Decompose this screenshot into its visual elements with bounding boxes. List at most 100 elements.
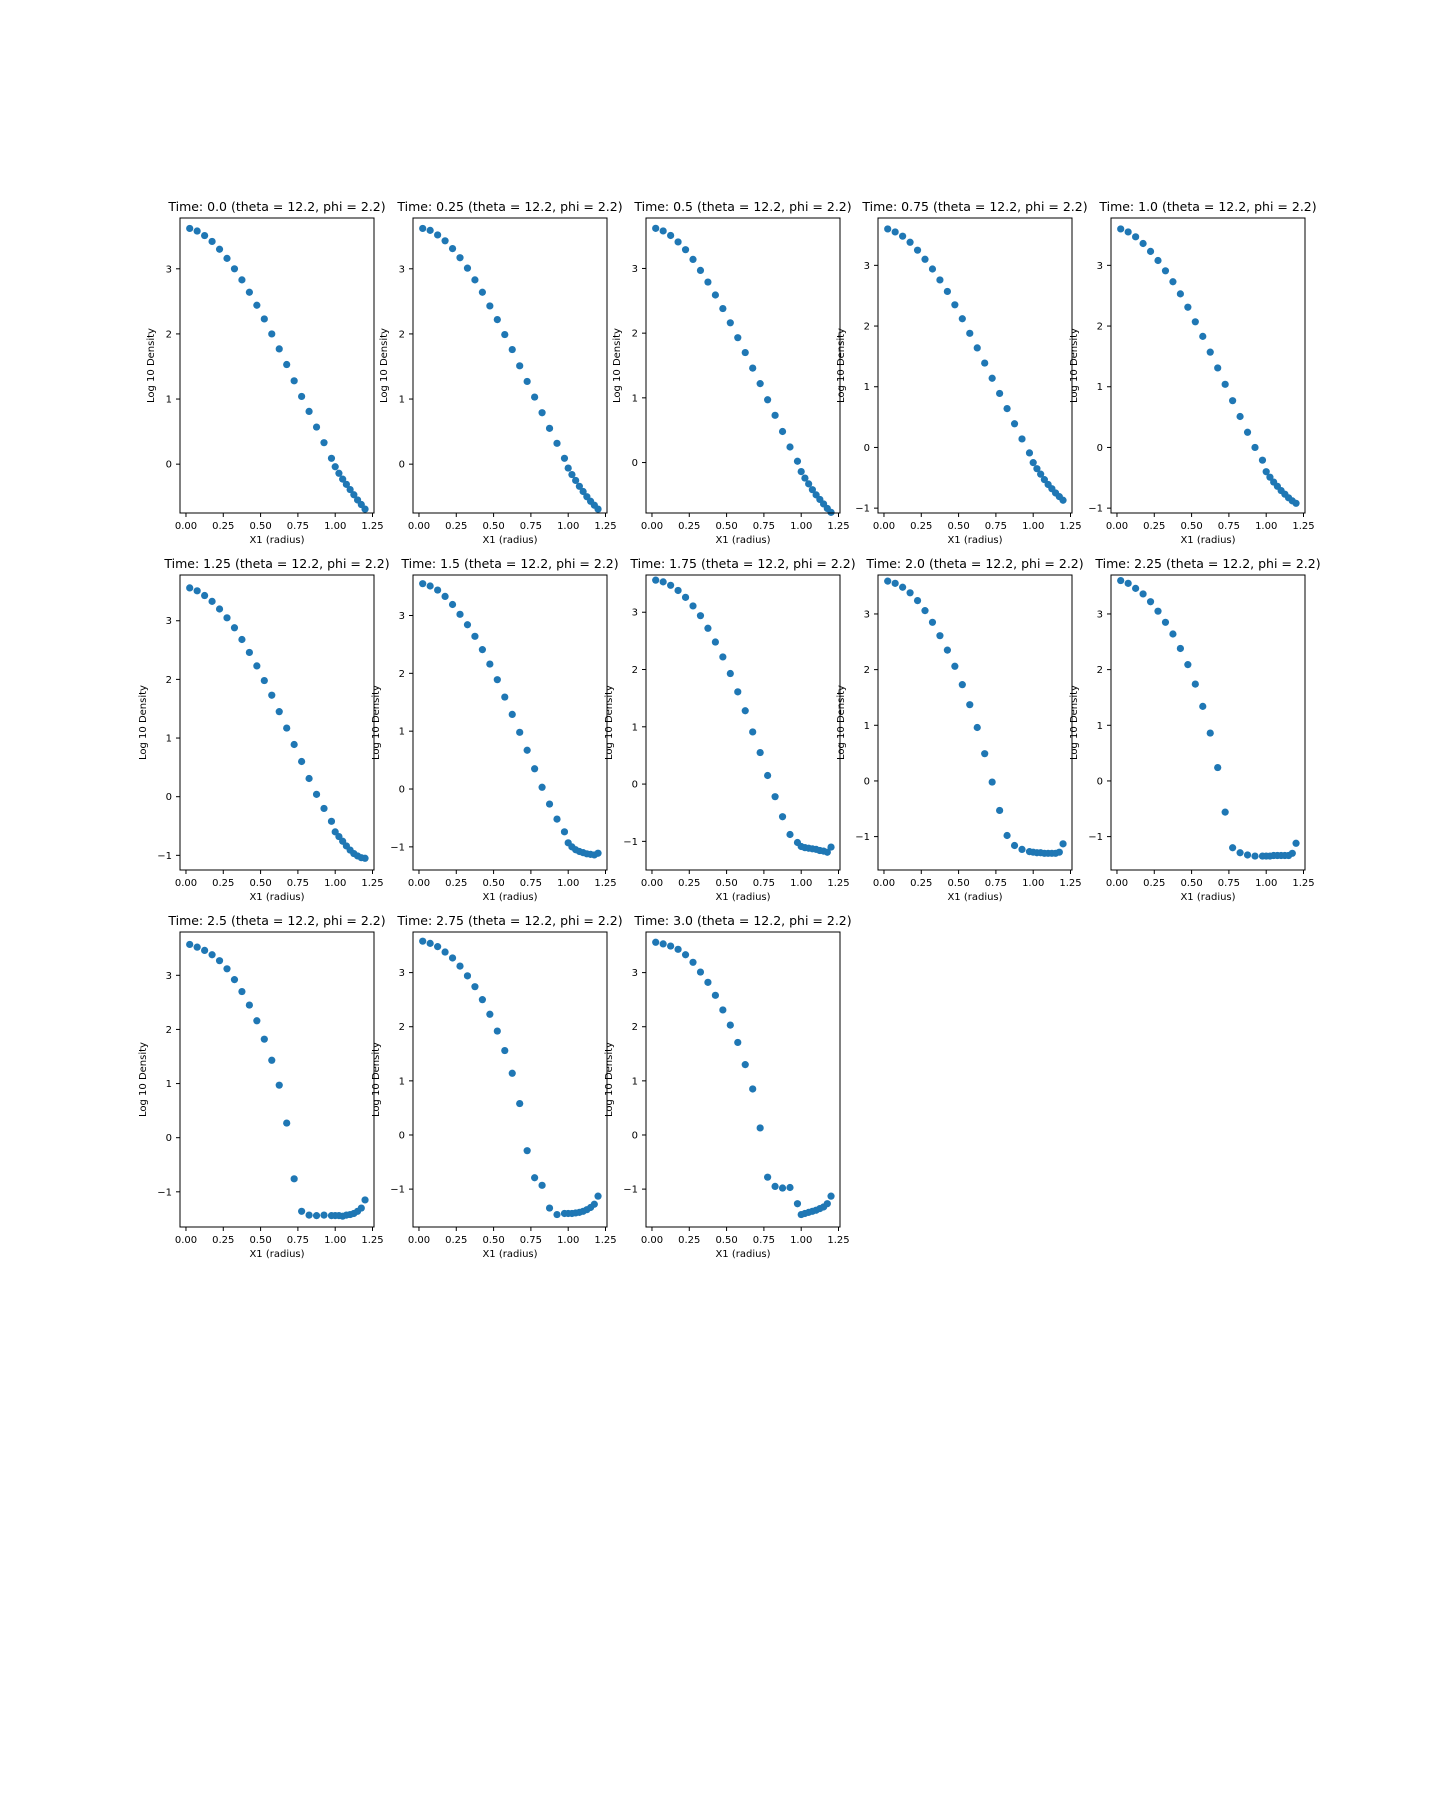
data-point <box>681 246 690 254</box>
data-point <box>921 607 929 615</box>
x-axis-label: X1 (radius) <box>715 892 770 903</box>
y-tick-label: 3 <box>632 264 638 275</box>
data-point <box>756 380 764 388</box>
data-point <box>594 1192 602 1200</box>
x-tick-label: 0.00 <box>873 878 895 889</box>
data-point <box>501 330 509 339</box>
data-point <box>193 943 201 951</box>
x-tick-label: 0.25 <box>445 1235 467 1246</box>
data-point <box>320 804 328 813</box>
data-point <box>1033 465 1041 473</box>
data-point <box>1214 763 1222 772</box>
y-tick-label: 0 <box>166 1133 172 1144</box>
data-point <box>215 957 224 965</box>
data-point <box>689 255 697 264</box>
x-tick-label: 0.25 <box>678 878 700 889</box>
x-tick-label: 1.25 <box>827 1235 849 1246</box>
axes-frame <box>877 217 1073 514</box>
data-point <box>1176 644 1184 653</box>
y-tick-label: 3 <box>632 968 638 979</box>
data-point <box>734 688 742 696</box>
data-point <box>1236 849 1244 857</box>
y-tick-label: −1 <box>390 1185 405 1196</box>
x-axis-label: X1 (radius) <box>1180 535 1235 546</box>
data-point <box>988 374 996 382</box>
data-point <box>1059 496 1067 504</box>
data-point <box>966 329 974 337</box>
data-point <box>891 228 899 236</box>
y-tick-label: 0 <box>864 443 870 454</box>
data-point <box>553 1210 561 1219</box>
y-tick-label: 3 <box>1097 609 1103 620</box>
data-point <box>230 265 239 273</box>
data-point <box>659 578 667 586</box>
x-tick-label: 0.50 <box>482 878 504 889</box>
y-tick-label: 0 <box>399 460 405 471</box>
data-point <box>1154 256 1162 265</box>
data-point <box>973 723 981 732</box>
data-point <box>1243 428 1252 436</box>
data-point <box>1169 630 1177 638</box>
data-point <box>245 1001 253 1009</box>
data-point <box>1003 831 1011 840</box>
axes-frame <box>645 574 841 871</box>
axes-frame <box>1110 217 1306 514</box>
x-tick-label: 0.00 <box>641 1235 663 1246</box>
y-tick-label: −1 <box>855 504 870 515</box>
x-tick-label: 0.75 <box>520 878 542 889</box>
data-point <box>545 800 554 808</box>
data-point <box>913 597 922 605</box>
data-point <box>456 962 464 970</box>
y-tick-label: 3 <box>399 611 405 622</box>
data-point <box>1251 852 1259 860</box>
data-point <box>283 724 291 732</box>
data-point <box>523 1147 531 1155</box>
x-axis-label: X1 (radius) <box>249 892 304 903</box>
y-tick-label: 2 <box>399 669 405 680</box>
data-point <box>764 1173 772 1181</box>
subplot-title: Time: 2.75 (theta = 12.2, phi = 2.2) <box>396 913 622 928</box>
data-point <box>786 1183 794 1192</box>
y-axis-label: Log 10 Density <box>1069 685 1080 760</box>
subplot-6: Time: 1.5 (theta = 12.2, phi = 2.2) 0.00 0… <box>371 556 619 903</box>
data-point <box>719 304 727 313</box>
data-point <box>312 1212 321 1220</box>
data-point <box>1161 618 1170 626</box>
data-point <box>1124 228 1132 236</box>
y-tick-label: 2 <box>1097 322 1103 333</box>
data-point <box>478 288 486 296</box>
data-point <box>1199 332 1207 340</box>
data-point <box>290 1175 298 1183</box>
data-point <box>208 951 216 959</box>
x-tick-label: 0.50 <box>715 878 737 889</box>
data-point <box>1010 420 1019 428</box>
data-point <box>1206 729 1214 737</box>
data-point <box>253 662 261 670</box>
data-point <box>1236 412 1244 421</box>
data-point <box>193 587 201 595</box>
data-point <box>996 806 1004 815</box>
data-point <box>523 746 531 754</box>
data-point <box>1288 849 1296 857</box>
data-point <box>508 345 516 354</box>
subplot-5: Time: 1.25 (theta = 12.2, phi = 2.2) 0.00… <box>138 556 390 903</box>
x-tick-label: 0.00 <box>408 521 430 532</box>
data-point <box>1243 851 1252 859</box>
data-point <box>434 943 442 951</box>
data-point <box>508 710 516 719</box>
data-point <box>764 771 772 780</box>
data-point <box>667 231 675 240</box>
subplot-3: Time: 0.75 (theta = 12.2, phi = 2.2) 0.00… <box>836 199 1088 546</box>
data-point <box>726 319 734 327</box>
data-point <box>696 612 705 620</box>
x-tick-label: 0.00 <box>175 1235 197 1246</box>
data-point <box>988 778 996 786</box>
data-point <box>238 987 246 996</box>
data-point <box>327 817 336 825</box>
data-point <box>568 470 576 479</box>
data-point <box>579 487 587 496</box>
x-tick-label: 1.25 <box>827 521 849 532</box>
data-point <box>793 457 802 465</box>
data-point <box>711 638 719 646</box>
